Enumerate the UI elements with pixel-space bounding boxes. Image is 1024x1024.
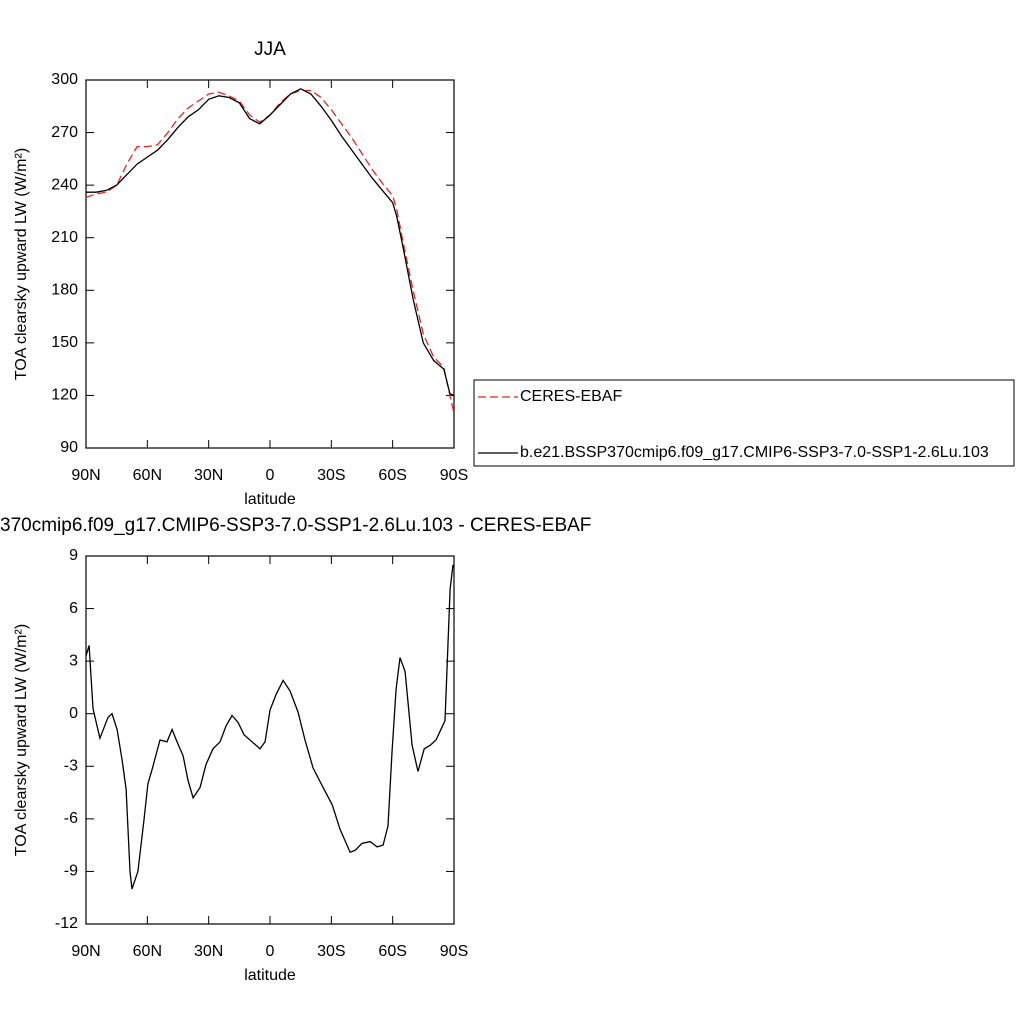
x-axis-label: latitude [244, 967, 296, 984]
legend-label: b.e21.BSSP370cmip6.f09_g17.CMIP6-SSP3-7.… [520, 444, 989, 461]
y-tick-label: 6 [69, 600, 78, 617]
y-tick-label: 150 [51, 334, 78, 351]
x-tick-label: 30S [317, 943, 345, 960]
chart-title: JJA [254, 39, 286, 60]
x-tick-label: 60S [378, 943, 406, 960]
y-tick-label: -12 [55, 915, 78, 932]
y-tick-label: 3 [69, 652, 78, 669]
x-tick-label: 0 [266, 943, 275, 960]
x-tick-label: 60N [133, 943, 162, 960]
plot-frame [85, 555, 455, 925]
y-tick-label: 270 [51, 124, 78, 141]
y-tick-label: 90 [60, 439, 78, 456]
y-axis-label: TOA clearsky upward LW (W/m²) [13, 148, 30, 380]
x-tick-label: 30S [317, 467, 345, 484]
y-tick-label: 120 [51, 387, 78, 404]
x-tick-label: 90S [440, 943, 468, 960]
y-tick-label: 9 [69, 547, 78, 564]
y-tick-label: 240 [51, 176, 78, 193]
x-tick-label: 90S [440, 467, 468, 484]
x-tick-label: 0 [266, 467, 275, 484]
y-tick-label: -9 [64, 863, 78, 880]
y-tick-label: 0 [69, 705, 78, 722]
y-tick-label: 210 [51, 229, 78, 246]
x-tick-label: 90N [71, 467, 100, 484]
x-tick-label: 60N [133, 467, 162, 484]
plot-frame [85, 79, 455, 449]
y-tick-label: 300 [51, 71, 78, 88]
data-line [86, 88, 455, 397]
x-tick-label: 60S [378, 467, 406, 484]
y-axis-label: TOA clearsky upward LW (W/m²) [13, 624, 30, 856]
y-tick-label: -6 [64, 810, 78, 827]
x-axis-label: latitude [244, 491, 296, 508]
legend-box [473, 379, 1015, 467]
x-tick-label: 30N [194, 943, 223, 960]
legend-label: CERES-EBAF [520, 388, 622, 405]
data-line [85, 564, 454, 890]
y-tick-label: 180 [51, 282, 78, 299]
chart-title: 370cmip6.f09_g17.CMIP6-SSP3-7.0-SSP1-2.6… [0, 515, 591, 536]
x-tick-label: 30N [194, 467, 223, 484]
y-tick-label: -3 [64, 758, 78, 775]
data-line [85, 89, 455, 414]
x-tick-label: 90N [71, 943, 100, 960]
